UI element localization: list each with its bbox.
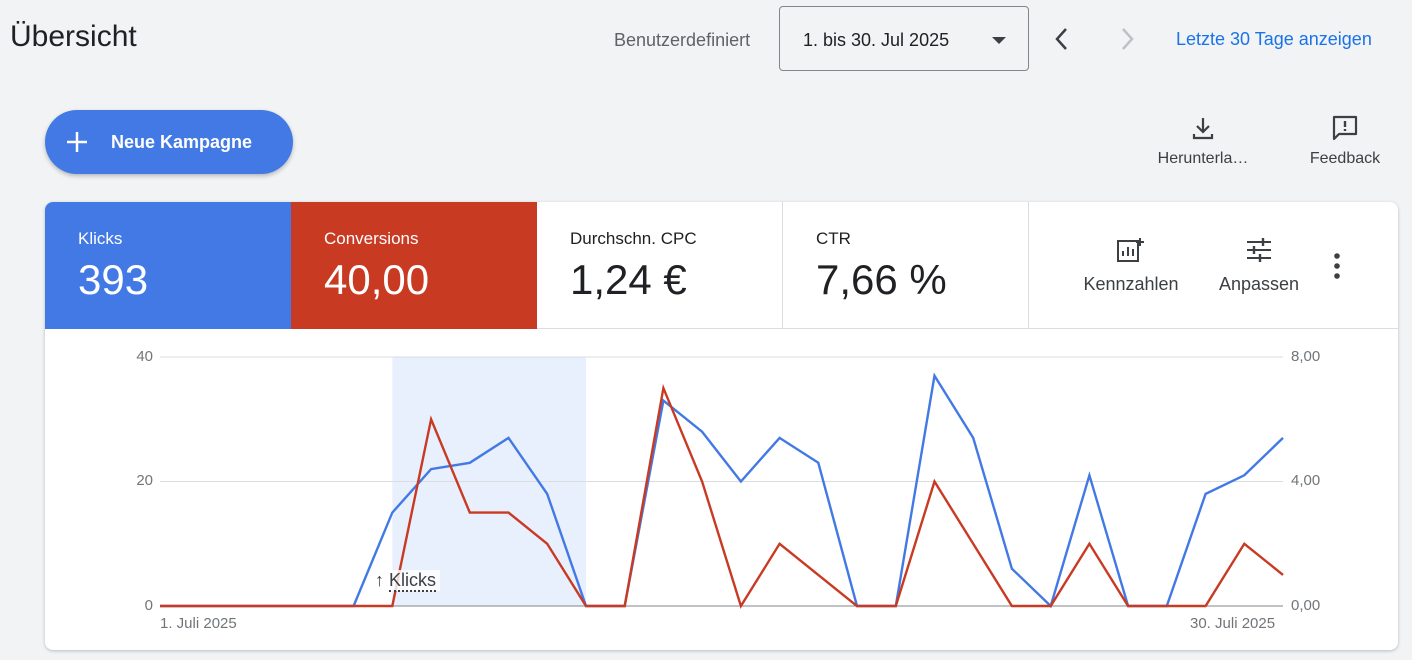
dropdown-caret-icon xyxy=(992,37,1006,44)
date-range-value: 1. bis 30. Jul 2025 xyxy=(803,30,950,50)
adjust-button[interactable]: Anpassen xyxy=(1213,236,1305,295)
last-30-days-link[interactable]: Letzte 30 Tage anzeigen xyxy=(1176,29,1372,49)
left-axis-tick: 40 xyxy=(136,348,153,365)
add-chart-icon xyxy=(1117,238,1144,262)
plus-icon xyxy=(67,132,87,152)
right-axis-tick: 0,00 xyxy=(1291,597,1321,614)
metric-title: CTR xyxy=(816,229,851,248)
chevron-right-icon xyxy=(1122,28,1134,50)
right-axis-tick: 8,00 xyxy=(1291,348,1321,365)
metric-value: 393 xyxy=(78,256,149,303)
metrics-label: Kennzahlen xyxy=(1083,274,1179,294)
new-campaign-button[interactable]: Neue Kampagne xyxy=(45,110,293,174)
next-period-button[interactable] xyxy=(1112,22,1142,56)
metric-tile-ctr[interactable]: CTR 7,66 % xyxy=(783,202,1029,329)
x-axis-start-label: 1. Juli 2025 xyxy=(160,615,237,632)
previous-period-button[interactable] xyxy=(1047,22,1077,56)
arrow-up-icon: ↑ xyxy=(375,570,384,590)
metric-tile-clicks[interactable]: Klicks 393 xyxy=(45,202,291,329)
metric-title: Klicks xyxy=(78,229,123,248)
left-axis-tick: 0 xyxy=(144,597,153,614)
adjust-label: Anpassen xyxy=(1218,274,1300,294)
chart-svg xyxy=(160,356,1284,609)
more-vert-icon[interactable] xyxy=(1333,252,1341,280)
metric-title: Durchschn. CPC xyxy=(570,229,697,248)
metric-value: 7,66 % xyxy=(816,256,947,303)
metric-value: 40,00 xyxy=(324,256,430,303)
metric-actions: Kennzahlen Anpassen xyxy=(1029,202,1398,329)
download-icon xyxy=(1192,118,1214,140)
series-line-conversions xyxy=(160,383,1284,609)
download-button[interactable]: Herunterla… xyxy=(1148,114,1258,168)
overview-card: Klicks 393 Conversions 40,00 Durchschn. … xyxy=(45,202,1398,650)
series-line-klicks xyxy=(160,372,1284,609)
range-type-label: Benutzerdefiniert xyxy=(614,30,751,50)
feedback-label: Feedback xyxy=(1309,150,1381,167)
metric-tile-avg-cpc[interactable]: Durchschn. CPC 1,24 € xyxy=(537,202,783,329)
metric-title: Conversions xyxy=(324,229,419,248)
x-axis-end-label: 30. Juli 2025 xyxy=(1190,615,1276,632)
metric-value: 1,24 € xyxy=(570,256,687,303)
chevron-left-icon xyxy=(1055,28,1067,50)
new-campaign-label: Neue Kampagne xyxy=(111,132,253,152)
download-label: Herunterla… xyxy=(1157,150,1249,167)
left-axis-tick: 20 xyxy=(136,472,153,489)
hover-series-label[interactable]: Klicks xyxy=(389,570,437,592)
right-axis-tick: 4,00 xyxy=(1291,472,1321,489)
performance-chart xyxy=(45,330,1398,650)
metrics-button[interactable]: Kennzahlen xyxy=(1079,236,1183,295)
metric-tile-conversions[interactable]: Conversions 40,00 xyxy=(291,202,537,329)
feedback-icon xyxy=(1332,115,1358,141)
page-title: Übersicht xyxy=(10,20,137,53)
feedback-button[interactable]: Feedback xyxy=(1300,114,1390,168)
tune-icon xyxy=(1247,238,1271,262)
date-range-picker[interactable]: 1. bis 30. Jul 2025 xyxy=(779,6,1029,71)
chart-hover-label: ↑ Klicks xyxy=(371,570,441,592)
